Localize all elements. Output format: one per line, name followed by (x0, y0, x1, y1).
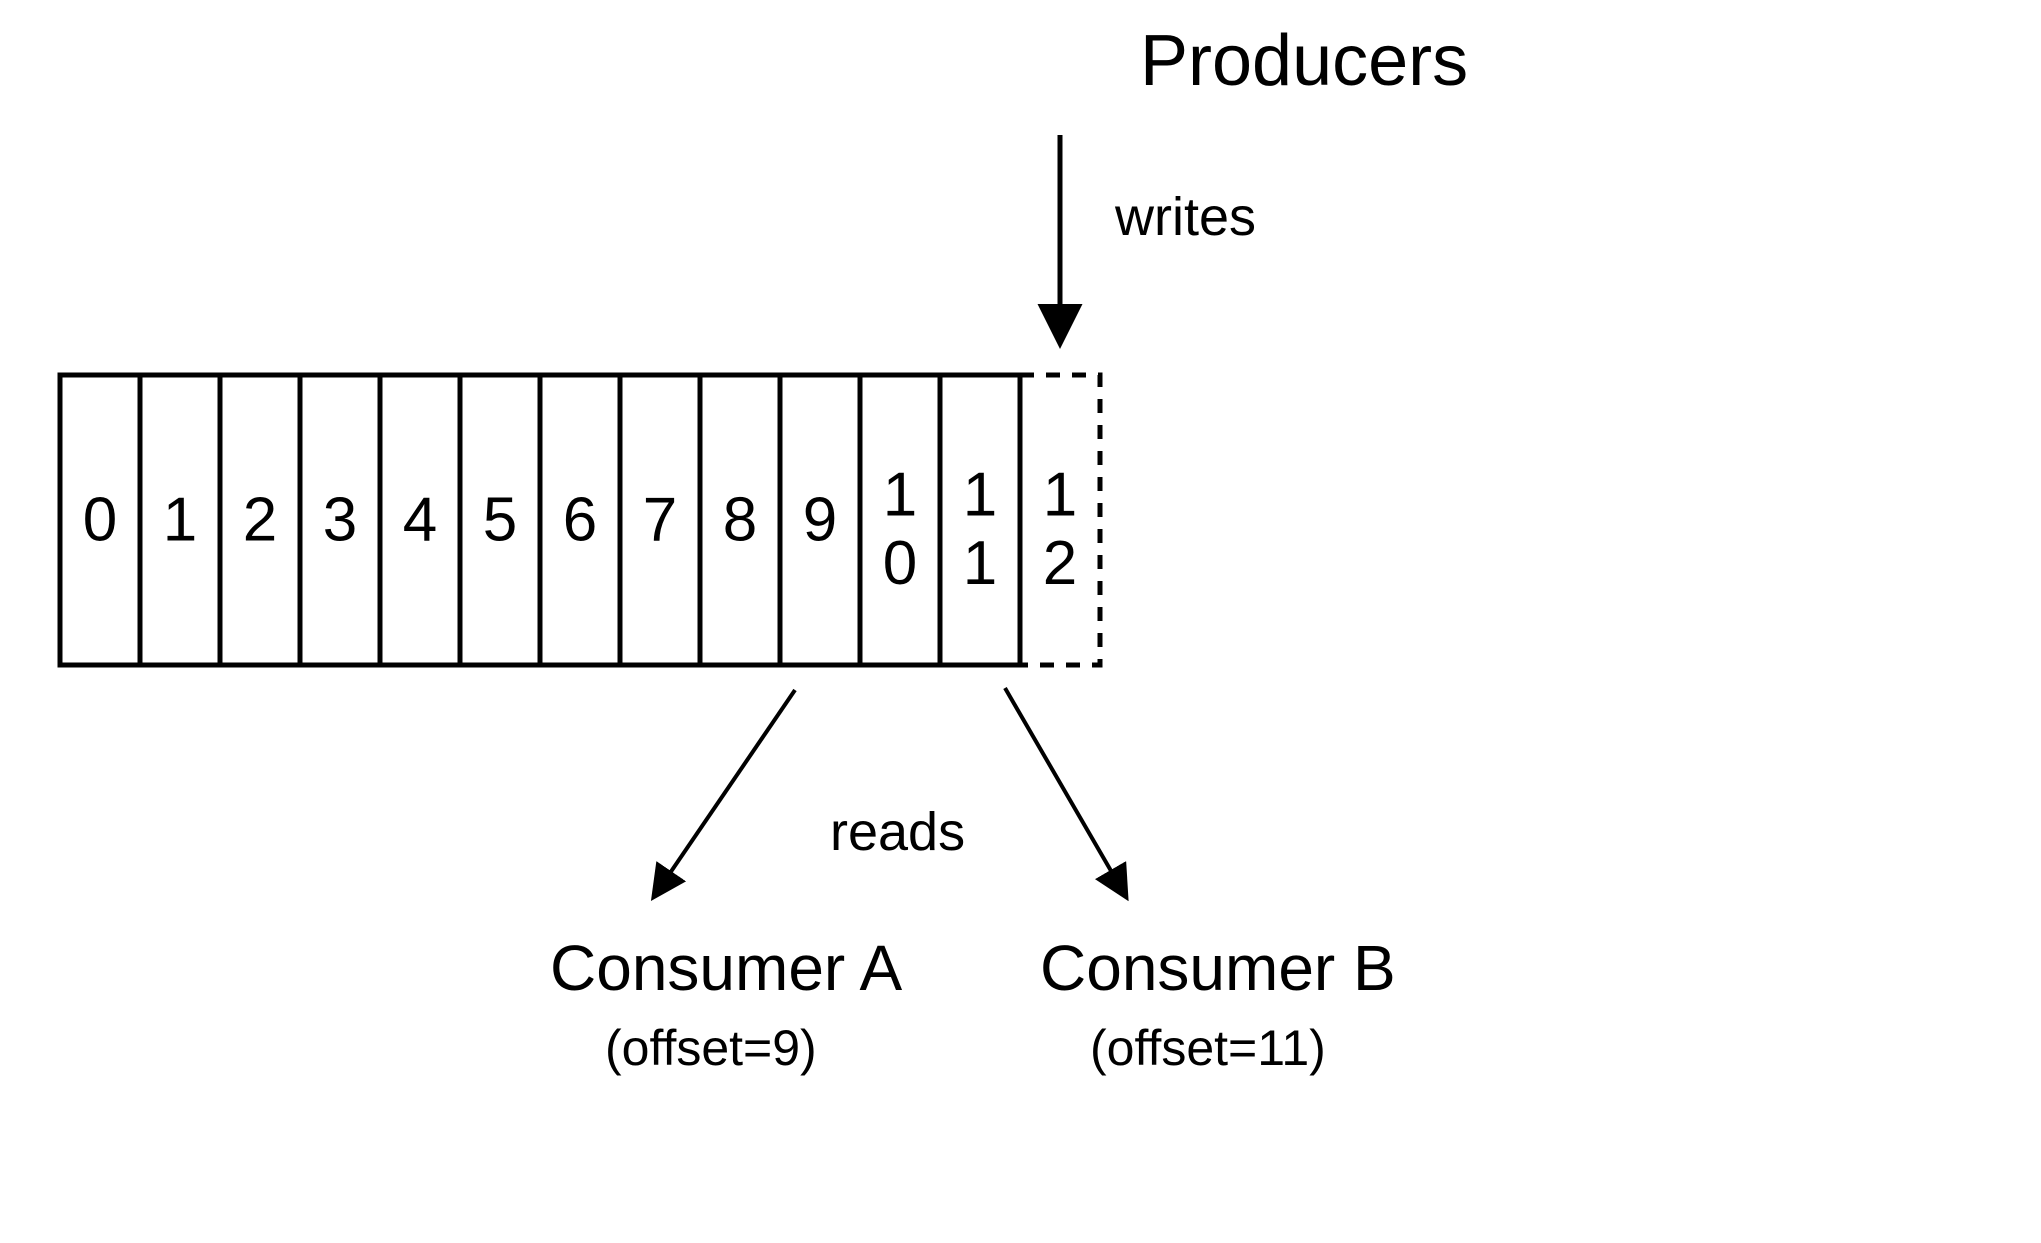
log-cell-label: 1 (163, 486, 197, 555)
log-cell-label: 1 (883, 461, 917, 530)
consumer-b-offset-label: (offset=11) (1090, 1020, 1326, 1076)
log-cell-label: 5 (483, 486, 517, 555)
log-cell-label: 1 (963, 529, 997, 598)
consumer-b-label: Consumer B (1040, 932, 1396, 1004)
log-cell-label: 1 (963, 461, 997, 530)
consumer-b-arrow (1005, 688, 1125, 895)
consumer-a-arrow (655, 690, 795, 895)
log-cell-label: 1 (1043, 461, 1077, 530)
log-cell-label: 7 (643, 486, 677, 555)
log-cell-label: 0 (883, 529, 917, 598)
log-cell-label: 9 (803, 486, 837, 555)
producers-label: Producers (1140, 21, 1468, 101)
writes-label: writes (1114, 187, 1256, 247)
log-cell-label: 2 (243, 486, 277, 555)
consumer-a-offset-label: (offset=9) (605, 1020, 817, 1076)
log: 0123456789101112 (60, 375, 1100, 665)
log-cell-label: 8 (723, 486, 757, 555)
log-cell-label: 0 (83, 486, 117, 555)
reads-label: reads (830, 802, 965, 862)
log-cell-label: 4 (403, 486, 437, 555)
log-cell-label: 3 (323, 486, 357, 555)
log-cell-label: 6 (563, 486, 597, 555)
log-cell-label: 2 (1043, 529, 1077, 598)
consumer-a-label: Consumer A (550, 932, 902, 1004)
